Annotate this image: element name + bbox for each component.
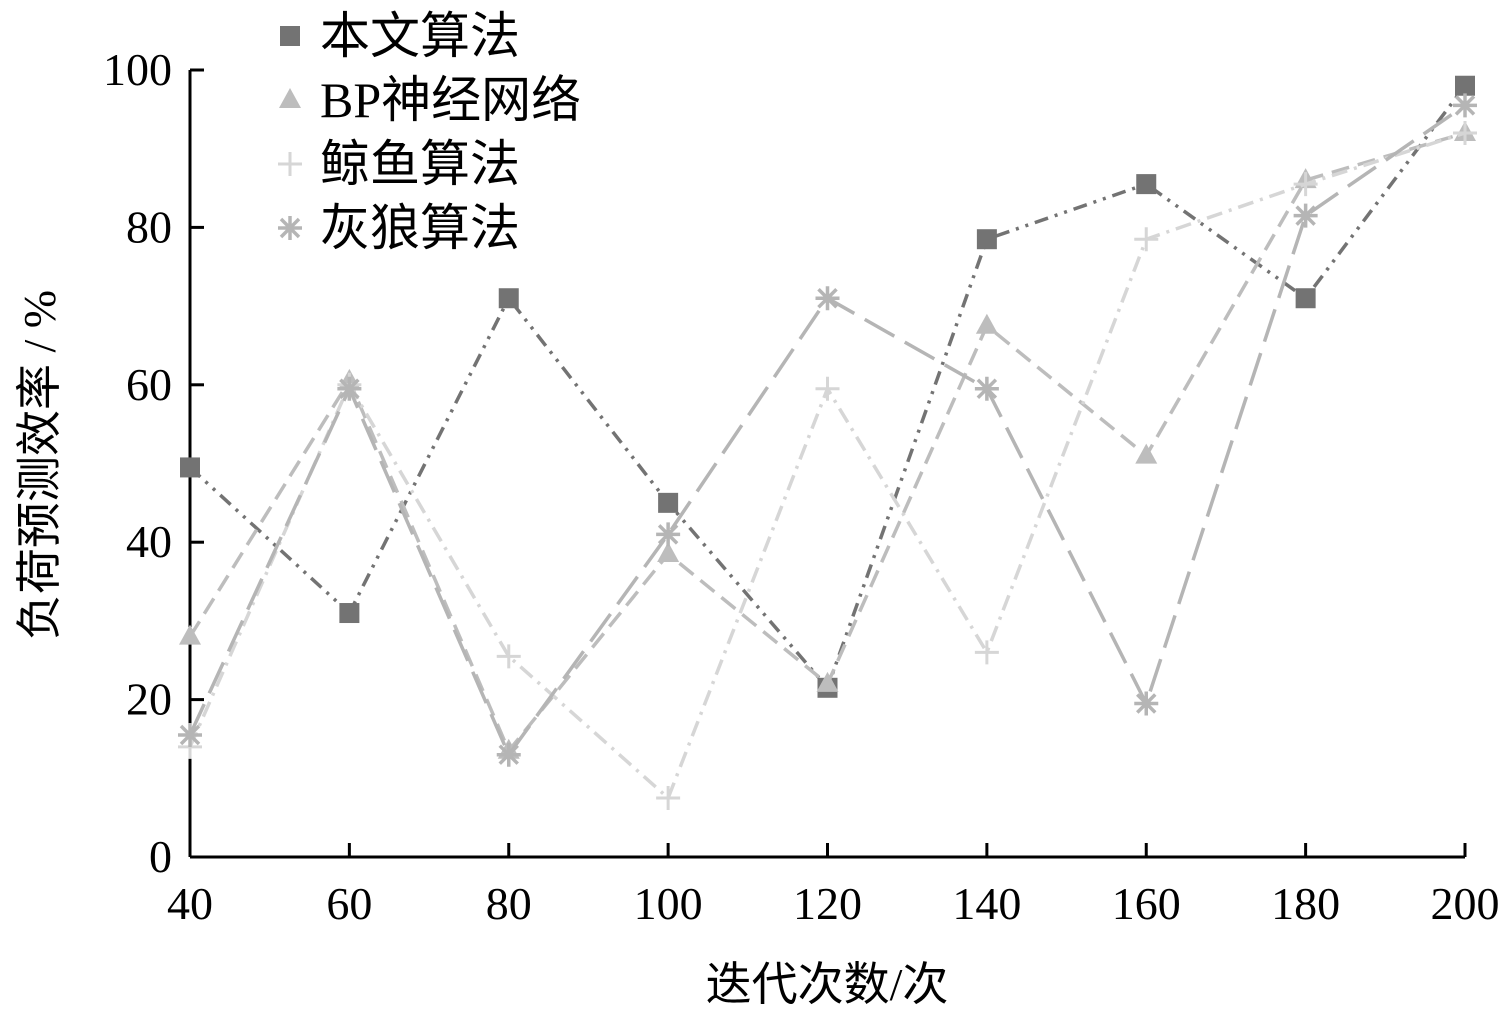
data-point [339, 603, 360, 624]
x-tick-label: 180 [1271, 878, 1340, 929]
data-point [498, 288, 519, 309]
legend-marker [278, 152, 302, 176]
y-axis-title: 负荷预测效率 / % [14, 290, 65, 640]
legend-label: BP神经网络 [320, 72, 581, 128]
y-tick-label: 20 [126, 674, 172, 725]
axis-ticks: 0 20 40 60 80 100 40 60 80 100 120 140 160 180 200 [103, 44, 1500, 929]
data-point [815, 376, 840, 401]
x-tick-label: 140 [952, 878, 1021, 929]
data-point [496, 742, 521, 767]
y-tick-label: 60 [126, 359, 172, 410]
legend-label: 灰狼算法 [320, 200, 520, 256]
data-point [1293, 172, 1318, 197]
data-point [816, 671, 839, 692]
x-axis-title: 迭代次数/次 [706, 959, 949, 1010]
y-tick-label: 80 [126, 201, 172, 252]
series-group [178, 75, 1477, 810]
series-3 [178, 93, 1477, 767]
legend-marker [279, 88, 301, 108]
data-point [1295, 288, 1316, 309]
data-point [337, 376, 362, 401]
x-tick-label: 40 [167, 878, 213, 929]
data-point [180, 457, 200, 478]
data-point [1135, 443, 1158, 464]
data-point [658, 492, 679, 513]
data-point [179, 624, 201, 645]
data-point [1453, 93, 1477, 118]
data-point [974, 640, 999, 665]
x-tick-label: 80 [486, 878, 532, 929]
legend-label: 鲸鱼算法 [320, 136, 520, 192]
data-point [974, 376, 999, 401]
data-point [178, 723, 202, 748]
data-point [657, 542, 680, 563]
legend-marker [278, 216, 302, 240]
x-tick-label: 200 [1431, 878, 1500, 929]
data-point [496, 644, 521, 669]
y-tick-label: 0 [149, 831, 172, 882]
data-point [975, 313, 998, 334]
data-point [656, 522, 681, 547]
legend-item: 鲸鱼算法 [278, 136, 520, 192]
x-tick-label: 160 [1112, 878, 1181, 929]
data-point [1293, 203, 1318, 228]
data-point [1455, 75, 1475, 96]
x-tick-label: 60 [326, 878, 372, 929]
data-point [976, 229, 997, 250]
data-point [656, 785, 681, 810]
x-tick-label: 100 [634, 878, 703, 929]
data-point [1136, 174, 1157, 195]
data-point [1134, 227, 1159, 252]
data-point [815, 286, 840, 311]
x-tick-label: 120 [793, 878, 862, 929]
data-point [1134, 691, 1159, 716]
data-point [1453, 120, 1477, 145]
legend-item: BP神经网络 [279, 72, 581, 128]
legend-label: 本文算法 [320, 8, 520, 64]
y-tick-label: 100 [103, 44, 172, 95]
legend-marker [280, 26, 300, 46]
y-tick-label: 40 [126, 516, 172, 567]
legend-item: 灰狼算法 [278, 200, 520, 256]
legend-item: 本文算法 [280, 8, 520, 64]
